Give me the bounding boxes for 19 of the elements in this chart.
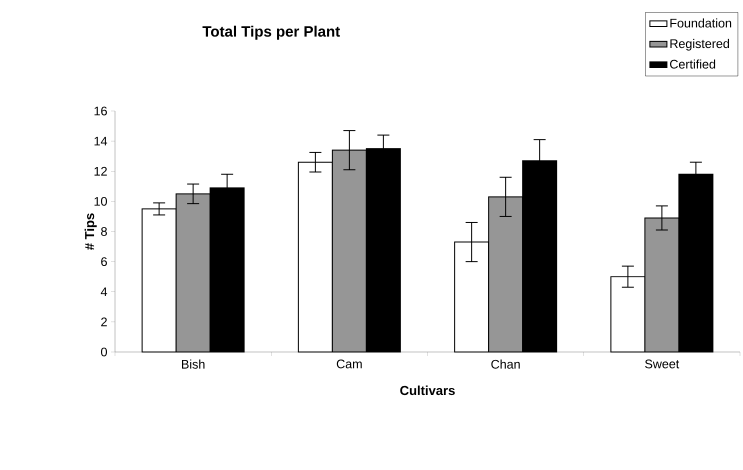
y-tick-label: 8	[101, 227, 107, 236]
y-tick-label: 6	[101, 257, 107, 266]
legend-label: Foundation	[670, 18, 732, 28]
y-tick-label: 16	[94, 106, 107, 116]
chart-title: Total Tips per Plant	[202, 26, 340, 40]
legend-label: Certified	[670, 59, 716, 69]
y-tick-label: 4	[100, 287, 108, 296]
y-tick-label: 14	[94, 136, 108, 146]
x-axis-title: Cultivars	[400, 386, 455, 396]
y-tick-label: 12	[94, 166, 107, 176]
y-tick-label: 0	[101, 348, 107, 356]
x-tick-label: Cam	[336, 360, 362, 368]
y-axis-title: # Tips	[84, 213, 97, 250]
y-tick-label: 2	[101, 318, 107, 326]
x-tick-label: Bish	[182, 360, 204, 369]
y-tick-label: 10	[94, 196, 107, 206]
x-tick-label: Sweet	[645, 360, 680, 368]
legend-label: Registered	[670, 38, 730, 51]
x-tick-label: Chan	[491, 360, 520, 369]
